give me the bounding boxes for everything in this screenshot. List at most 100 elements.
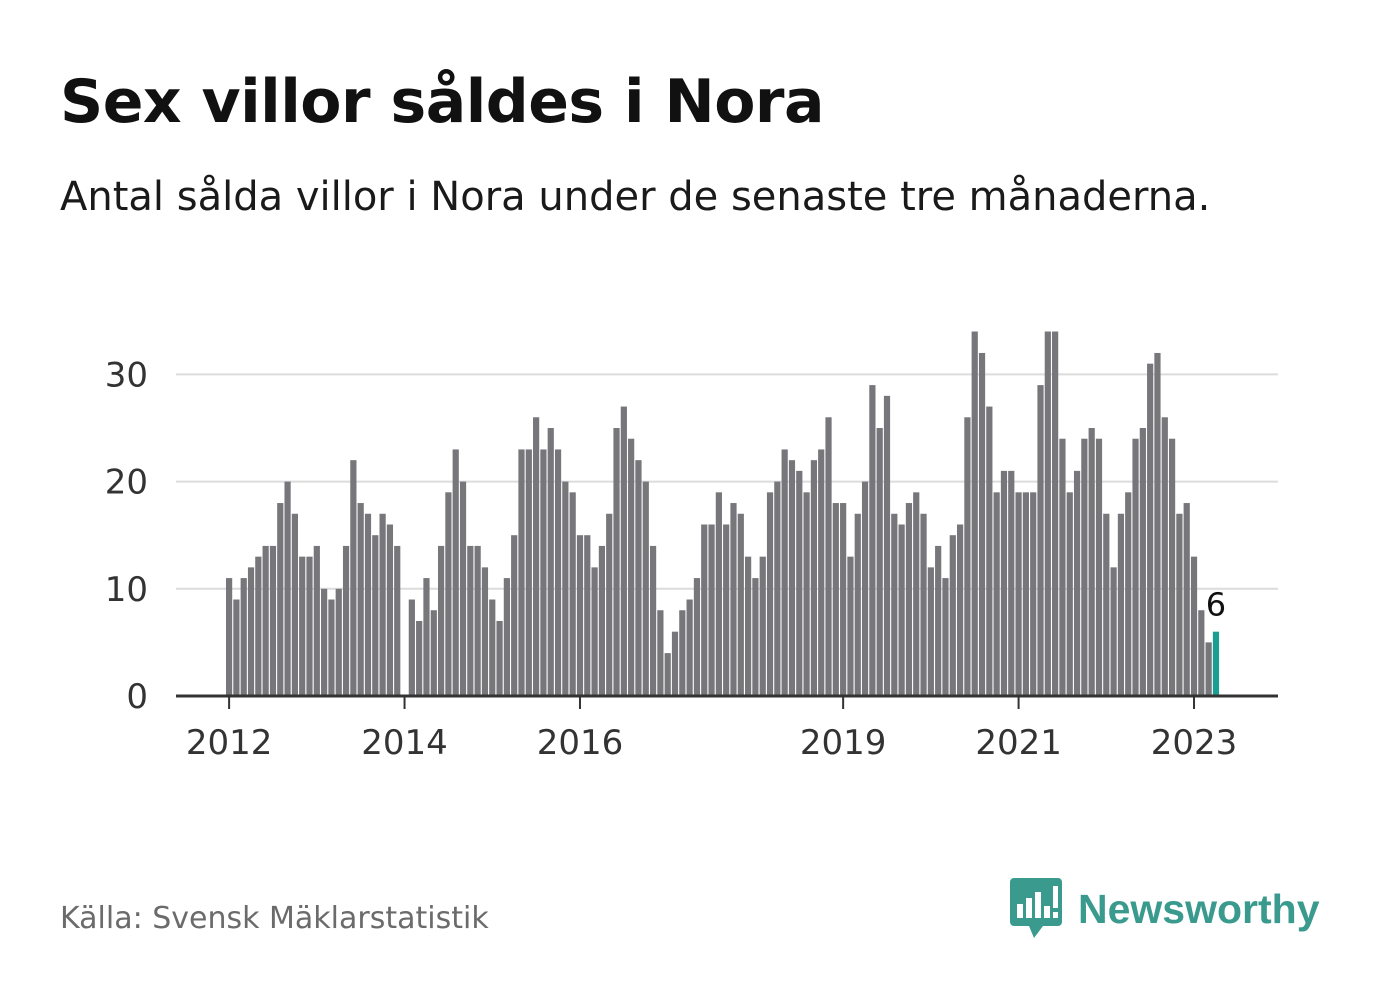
bar bbox=[679, 610, 686, 696]
bar bbox=[1176, 513, 1183, 696]
bar bbox=[818, 449, 825, 696]
bar bbox=[788, 460, 796, 696]
bar bbox=[335, 588, 342, 696]
bar bbox=[437, 545, 445, 696]
bar bbox=[708, 524, 715, 696]
bar bbox=[781, 449, 788, 696]
bar bbox=[1095, 438, 1103, 696]
bar bbox=[978, 352, 986, 696]
x-tick-label-2019: 2019 bbox=[800, 723, 887, 763]
bar bbox=[920, 513, 927, 696]
newsworthy-logo-icon bbox=[1010, 878, 1062, 938]
bar bbox=[255, 556, 262, 696]
bar bbox=[481, 567, 489, 696]
bar bbox=[737, 513, 744, 696]
annotations: 6 bbox=[1206, 586, 1226, 624]
bar bbox=[1132, 438, 1139, 696]
bar bbox=[993, 492, 1000, 696]
bar bbox=[540, 449, 547, 696]
y-tick-label-30: 30 bbox=[105, 355, 148, 395]
bar bbox=[233, 599, 240, 696]
bar bbox=[576, 535, 584, 696]
bar bbox=[364, 513, 372, 696]
bar bbox=[1110, 567, 1117, 696]
bar bbox=[1059, 438, 1066, 696]
bar bbox=[723, 524, 730, 696]
bar bbox=[657, 610, 664, 696]
bar bbox=[554, 449, 562, 696]
bar bbox=[1139, 428, 1146, 696]
x-tick-label-2021: 2021 bbox=[975, 723, 1062, 763]
bar bbox=[533, 417, 540, 696]
bar bbox=[299, 556, 306, 696]
bar bbox=[649, 545, 657, 696]
bar bbox=[240, 578, 247, 696]
bar bbox=[496, 620, 503, 696]
bar bbox=[262, 545, 269, 696]
bar bbox=[489, 599, 496, 696]
bar bbox=[825, 417, 832, 696]
bar bbox=[547, 428, 554, 696]
bar bbox=[986, 406, 993, 696]
bar bbox=[861, 481, 869, 696]
bar bbox=[796, 470, 803, 696]
bar bbox=[226, 578, 233, 696]
bar bbox=[452, 449, 459, 696]
bar bbox=[247, 567, 255, 696]
bar bbox=[328, 599, 335, 696]
bar bbox=[898, 524, 905, 696]
bar bbox=[840, 503, 847, 696]
bar bbox=[1161, 417, 1168, 696]
bar bbox=[503, 578, 510, 696]
bar bbox=[752, 578, 759, 696]
bar bbox=[1015, 492, 1022, 696]
bar bbox=[350, 460, 357, 696]
bar bbox=[1205, 642, 1212, 696]
bar bbox=[620, 406, 627, 696]
bar bbox=[277, 503, 284, 696]
bar bbox=[927, 567, 934, 696]
bar bbox=[1198, 610, 1205, 696]
bar bbox=[642, 481, 649, 696]
bar bbox=[832, 503, 839, 696]
bar bbox=[518, 449, 525, 696]
bar bbox=[1168, 438, 1176, 696]
bar bbox=[847, 556, 854, 696]
bar bbox=[562, 481, 569, 696]
bar bbox=[891, 513, 898, 696]
bar bbox=[854, 513, 861, 696]
newsworthy-brand: Newsworthy bbox=[1010, 878, 1320, 940]
bar bbox=[905, 503, 913, 696]
bar bbox=[628, 438, 635, 696]
bar bbox=[942, 578, 949, 696]
chart-subtitle: Antal sålda villor i Nora under de senas… bbox=[60, 174, 1211, 220]
bar bbox=[423, 578, 430, 696]
y-axis-labels: 0 10 20 30 bbox=[105, 355, 148, 717]
y-tick-label-20: 20 bbox=[105, 463, 148, 503]
bar bbox=[1154, 352, 1161, 696]
bar bbox=[416, 620, 423, 696]
bar bbox=[693, 578, 701, 696]
brand-name: Newsworthy bbox=[1078, 885, 1320, 932]
bar bbox=[511, 535, 518, 696]
x-axis-labels: 2012 2014 2016 2019 2021 2023 bbox=[186, 723, 1237, 763]
bar bbox=[467, 545, 474, 696]
bars bbox=[226, 331, 1220, 696]
source-note: Källa: Svensk Mäklarstatistik bbox=[60, 901, 489, 936]
bar bbox=[525, 449, 532, 696]
latest-value-label: 6 bbox=[1206, 586, 1226, 624]
bar bbox=[613, 428, 620, 696]
bar bbox=[408, 599, 415, 696]
bar bbox=[342, 545, 350, 696]
bar bbox=[730, 503, 737, 696]
bar bbox=[445, 492, 452, 696]
bar bbox=[284, 481, 291, 696]
bar bbox=[1073, 470, 1081, 696]
x-tick-label-2014: 2014 bbox=[361, 723, 448, 763]
bar bbox=[379, 513, 386, 696]
bar bbox=[664, 653, 671, 696]
x-axis-ticks bbox=[228, 696, 1196, 709]
bar bbox=[1147, 363, 1154, 696]
bar bbox=[1066, 492, 1073, 696]
bar bbox=[474, 545, 481, 696]
